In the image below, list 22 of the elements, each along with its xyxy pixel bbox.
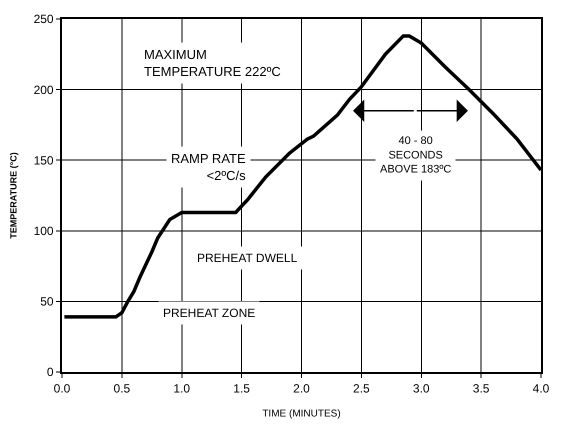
annotation: RAMP RATE <2ºC/s <box>171 151 246 183</box>
y-tick-label: 150 <box>34 153 54 168</box>
y-tick-label: 50 <box>40 294 54 309</box>
x-tick-label: 3.0 <box>412 381 430 396</box>
x-tick-label: 1.0 <box>173 381 190 396</box>
x-tick-label: 2.5 <box>353 381 370 396</box>
annotation: PREHEAT DWELL <box>197 251 298 265</box>
y-tick-label: 0 <box>46 365 54 380</box>
annotation: PREHEAT ZONE <box>163 306 256 320</box>
y-axis-title: TEMPERATURE (°C) <box>8 152 18 239</box>
annotation: 40 - 80 SECONDS ABOVE 183ºC <box>380 135 452 176</box>
x-axis-title: TIME (MINUTES) <box>262 408 341 420</box>
x-tick-label: 1.5 <box>233 381 250 396</box>
x-tick-label: 3.5 <box>472 381 490 396</box>
x-tick-label: 2.0 <box>293 381 310 396</box>
x-tick-label: 0.0 <box>54 381 71 396</box>
y-tick-label: 100 <box>34 224 54 238</box>
y-tick-label: 250 <box>34 12 54 26</box>
x-tick-label: 4.0 <box>532 381 550 396</box>
y-tick-label: 200 <box>34 82 54 97</box>
annotation: MAXIMUM TEMPERATURE 222ºC <box>144 47 281 79</box>
x-tick-label: 0.5 <box>114 381 131 396</box>
